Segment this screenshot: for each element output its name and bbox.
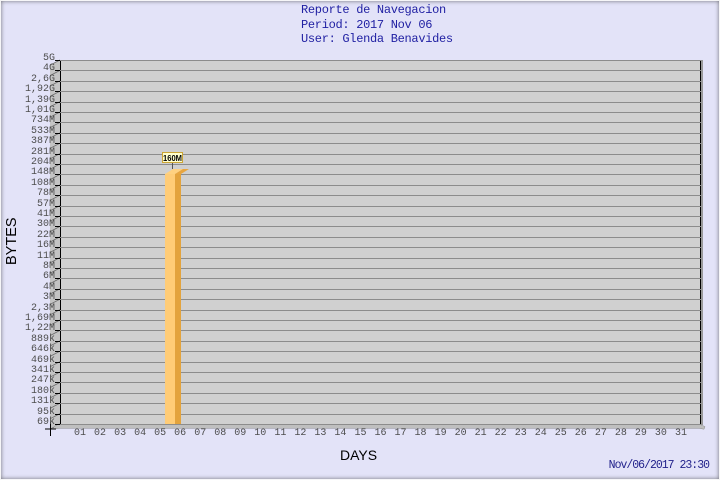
svg-text:160M: 160M — [163, 153, 182, 163]
